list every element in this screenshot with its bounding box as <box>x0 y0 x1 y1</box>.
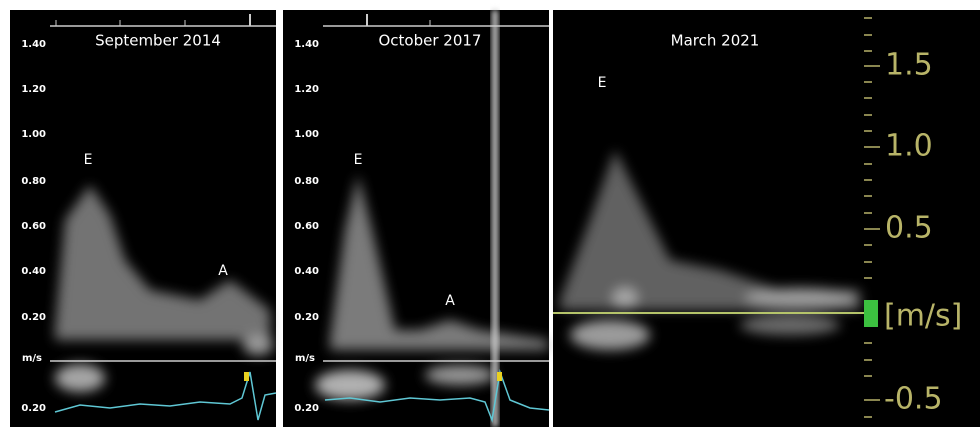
tick-label: 0.5 <box>885 211 933 246</box>
tick-label: 0.80 <box>21 176 46 187</box>
panel-1: 1.40 1.20 1.00 0.80 0.60 0.40 0.20 m/s 0… <box>10 10 277 427</box>
tick-label: 0.20 <box>294 403 319 414</box>
wave-label: A <box>445 293 455 309</box>
tick-label: 0.20 <box>21 403 46 414</box>
tick-label: 1.40 <box>21 39 46 50</box>
tick-label: 1.0 <box>885 129 933 164</box>
tick-label: 0.60 <box>21 221 46 232</box>
tick-label: 1.20 <box>294 84 319 95</box>
tick-label: 0.80 <box>294 176 319 187</box>
wave-label: A <box>218 263 228 279</box>
tick-label: 1.40 <box>294 39 319 50</box>
tick-label: 1.5 <box>885 48 933 83</box>
tick-label: 0.40 <box>294 266 319 277</box>
unit-label: [m/s] <box>884 299 962 334</box>
tick-label: 1.00 <box>294 129 319 140</box>
panel-title: October 2017 <box>379 32 482 50</box>
tick-label: -0.5 <box>884 382 943 417</box>
panel-title: March 2021 <box>671 32 760 50</box>
tick-label: 0.20 <box>294 312 319 323</box>
tick-label: 1.00 <box>21 129 46 140</box>
panel-title: September 2014 <box>95 32 221 50</box>
tick-label: 0.40 <box>21 266 46 277</box>
unit-label: m/s <box>22 353 42 364</box>
wave-label: E <box>84 152 93 168</box>
unit-label: m/s <box>295 353 315 364</box>
wave-label: E <box>354 152 363 168</box>
panel-3: 1.5 1.0 0.5 [m/s] -0.5 March 2021 E <box>553 10 980 427</box>
tick-label: 1.20 <box>21 84 46 95</box>
tick-label: 0.20 <box>21 312 46 323</box>
tick-label: 0.60 <box>294 221 319 232</box>
panel-2: 1.40 1.20 1.00 0.80 0.60 0.40 0.20 m/s 0… <box>283 10 550 427</box>
wave-label: E <box>598 75 607 91</box>
